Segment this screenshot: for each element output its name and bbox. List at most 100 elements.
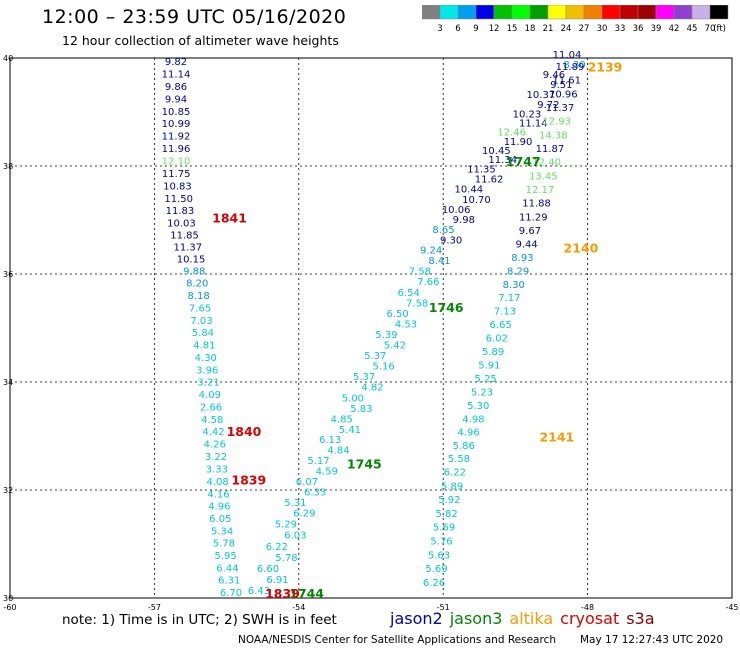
latitude-tick-label: 32 [3,486,13,495]
wave-height-value: 4.58 [201,415,223,426]
pass-time-label: 2141 [539,429,574,444]
wave-height-value: 8.18 [187,291,209,302]
latitude-tick-label: 36 [3,270,13,279]
color-scale-label: 33 [615,24,626,33]
wave-height-value: 10.85 [162,107,191,118]
wave-height-value: 11.75 [162,169,191,180]
color-scale-label: 9 [473,24,478,33]
wave-height-value: 5.41 [339,425,361,436]
wave-height-value: 4.53 [395,319,417,330]
latitude-tick-label: 34 [3,378,13,387]
pass-time-label: 1747 [506,154,541,169]
wave-height-value: 9.44 [515,240,537,251]
wave-height-value: 8.41 [428,256,450,267]
longitude-tick-label: -45 [725,603,738,612]
wave-height-value: 5.89 [482,347,504,358]
color-scale-label: 18 [525,24,536,33]
wave-height-value: 5.25 [475,374,497,385]
wave-height-value: 4.84 [327,446,349,457]
latitude-tick-label: 30 [3,594,13,603]
satellite-legend: jason2 jason3 altika cryosat s3a [390,609,662,628]
wave-height-value: 10.70 [462,195,491,206]
wave-height-value: 7.13 [494,307,516,318]
wave-height-value: 9.46 [543,70,565,81]
wave-height-value: 6.26 [423,578,445,589]
wave-height-value: 6.43 [248,586,270,597]
wave-height-value: 11.87 [536,144,565,155]
wave-height-value: 4.08 [207,477,229,488]
wave-height-value: 4.42 [202,427,224,438]
wave-height-value: 5.83 [350,404,372,415]
wave-height-value: 5.69 [433,523,455,534]
wave-height-value: 3.21 [197,378,219,389]
color-scale-label: 42 [669,24,680,33]
pass-time-label: 1840 [227,424,262,439]
legend-item-jason3: jason3 [449,609,503,628]
wave-height-value: 5.23 [471,388,493,399]
wave-height-value: 5.30 [467,401,489,412]
wave-height-value: 5.78 [213,539,235,550]
wave-height-value: 4.85 [331,414,353,425]
wave-height-value: 5.29 [275,520,297,531]
wave-height-value: 6.03 [284,531,306,542]
wave-height-value: 6.07 [296,477,318,488]
color-scale-label: 24 [561,24,572,33]
wave-height-value: 11.96 [162,144,191,155]
wave-height-value: 5.34 [211,526,233,537]
wave-height-value: 11.89 [556,62,585,73]
color-scale-label: 45 [687,24,698,33]
pass-time-label: 2139 [588,60,623,75]
wave-height-value: 5.84 [192,328,214,339]
wave-height-value: 10.23 [513,109,542,120]
wave-height-value: 11.34 [488,155,517,166]
wave-height-value: 11.61 [552,76,581,87]
color-scale-label: 21 [543,24,554,33]
wave-height-value: 6.05 [209,514,231,525]
wave-height-value: 6.70 [220,588,242,599]
wave-height-value: 11.14 [162,69,191,80]
wave-height-value: 4.26 [204,440,226,451]
wave-height-value: 10.37 [527,90,556,101]
wave-height-value: 11.35 [467,165,496,176]
pass-time-label: 1745 [347,456,382,471]
wave-height-value: 5.63 [428,550,450,561]
wave-height-value: 12.93 [542,117,571,128]
color-scale-label: 39 [651,24,662,33]
wave-height-value: 5.31 [284,498,306,509]
wave-height-value: 9.88 [183,267,205,278]
wave-height-value: 4.09 [199,390,221,401]
wave-height-value: 5.00 [342,393,364,404]
wave-height-value: 11.83 [166,206,195,217]
wave-height-value: 4.96 [208,502,230,513]
wave-height-value: 5.95 [215,551,237,562]
wave-height-value: 6.31 [218,576,240,587]
wave-height-value: 6.02 [486,333,508,344]
wave-height-value: 11.85 [170,231,199,242]
wave-height-value: 11.14 [519,118,548,129]
color-scale-label: 70 [705,24,716,33]
wave-height-value: 7.03 [190,316,212,327]
wave-height-value: 6.33 [304,487,326,498]
wave-height-value: 10.83 [163,181,192,192]
wave-height-value: 4.98 [462,414,484,425]
wave-height-value: 9.30 [440,235,462,246]
wave-height-value: 11.62 [475,175,504,186]
plot-frame [9,57,733,599]
color-scale-label: 6 [455,24,460,33]
wave-height-value: 5.39 [375,330,397,341]
wave-height-value: 6.22 [266,542,288,553]
wave-height-value: 11.88 [522,199,551,210]
wave-height-value: 11.50 [164,194,193,205]
wave-height-value: 8.29 [507,266,529,277]
wave-height-value: 12.46 [497,128,526,139]
pass-time-label: 1744 [289,586,324,601]
wave-height-value: 12.17 [526,185,555,196]
color-scale-label: 36 [633,24,644,33]
wave-height-value: 12.40 [532,158,561,169]
wave-height-value: 11.29 [519,212,548,223]
wave-height-value: 3.33 [206,464,228,475]
wave-height-value: 8.65 [432,225,454,236]
wave-height-map: -60 -57 -54 -51 -48 -454038363432309.8211.149… [3,50,739,612]
pass-time-label: 1839 [231,473,266,488]
wave-height-value: 10.96 [549,89,578,100]
